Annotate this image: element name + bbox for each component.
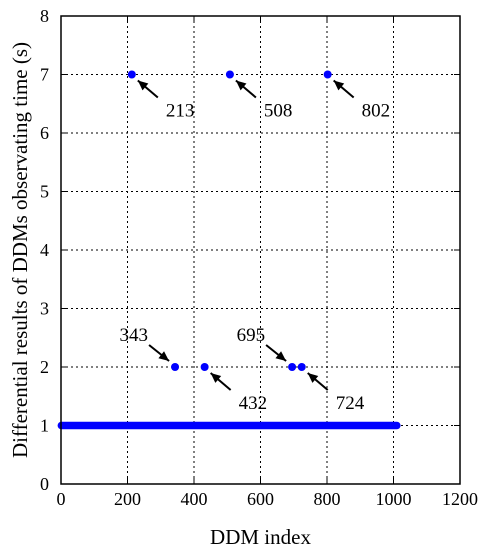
- arrowhead: [275, 351, 287, 361]
- data-points: [57, 70, 401, 430]
- outlier-point: [323, 70, 332, 79]
- y-tick-label: 3: [40, 299, 49, 319]
- arrowhead: [137, 80, 149, 91]
- outlier-point: [288, 363, 297, 371]
- outlier-point: [127, 70, 136, 79]
- x-axis-label: DDM index: [210, 525, 311, 549]
- annotation-label: 432: [239, 393, 268, 414]
- x-tick-label: 1200: [442, 489, 478, 509]
- annotation: 695: [237, 325, 287, 362]
- annotation: 432: [209, 372, 268, 414]
- annotation-label: 802: [362, 101, 391, 122]
- y-axis-label: Differential results of DDMs observating…: [8, 42, 32, 458]
- arrowhead: [158, 351, 170, 361]
- arrowhead: [235, 80, 247, 91]
- x-tick-label: 400: [181, 489, 208, 509]
- y-tick-label: 4: [40, 240, 49, 260]
- x-tick-label: 600: [247, 489, 274, 509]
- annotation: 343: [120, 325, 170, 362]
- annotation: 213: [137, 79, 195, 122]
- outlier-point: [171, 363, 180, 371]
- x-tick-label: 200: [114, 489, 141, 509]
- annotation: 508: [235, 79, 293, 122]
- ticks: 0 200 400 600 800 1000 1200 0 1 2 3 4 5 6 7 8: [40, 6, 478, 509]
- outlier-point: [297, 363, 306, 371]
- annotation: 802: [333, 79, 391, 122]
- annotation-label: 695: [237, 325, 266, 346]
- outlier-point: [225, 70, 234, 79]
- x-tick-label: 1000: [376, 489, 412, 509]
- plot-frame: [60, 15, 461, 485]
- y-tick-label: 2: [40, 357, 49, 377]
- annotation-label: 343: [120, 325, 149, 346]
- annotation: 724: [307, 372, 365, 414]
- arrowhead: [307, 373, 319, 383]
- arrowhead: [333, 80, 345, 91]
- annotation-label: 213: [166, 101, 195, 122]
- x-tick-label: 0: [57, 489, 66, 509]
- arrowhead: [210, 373, 222, 383]
- y-tick-label: 5: [40, 182, 49, 202]
- annotations: 213 508 802 343 432 695 724: [120, 79, 391, 414]
- y-tick-label: 0: [40, 474, 49, 494]
- annotation-label: 508: [264, 101, 293, 122]
- y-tick-label: 1: [40, 416, 49, 436]
- y-tick-label: 6: [40, 123, 49, 143]
- annotation-label: 724: [336, 393, 365, 414]
- outlier-point: [200, 363, 209, 371]
- x-tick-label: 800: [314, 489, 341, 509]
- y-tick-label: 8: [40, 6, 49, 26]
- y-tick-label: 7: [40, 65, 49, 85]
